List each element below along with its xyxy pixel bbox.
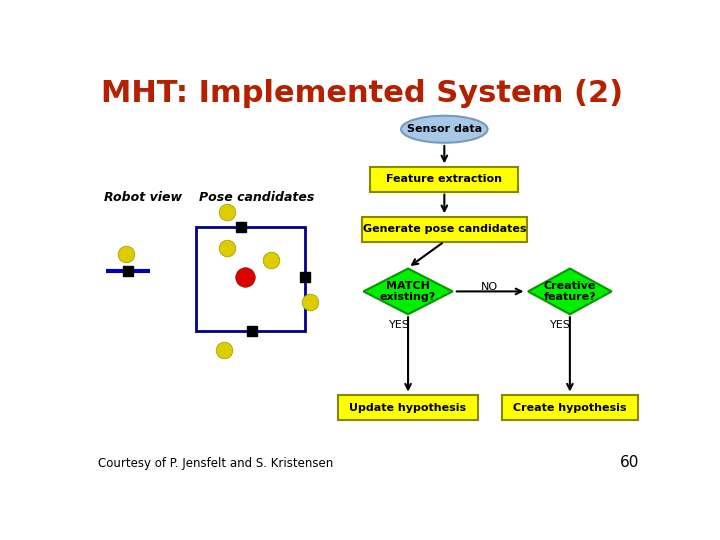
Text: 60: 60: [620, 455, 639, 470]
Bar: [362, 217, 526, 241]
Text: YES: YES: [550, 320, 571, 330]
Text: Creative
feature?: Creative feature?: [544, 281, 596, 302]
Text: Sensor data: Sensor data: [407, 124, 482, 134]
Text: MATCH
existing?: MATCH existing?: [380, 281, 436, 302]
Text: Pose candidates: Pose candidates: [199, 191, 314, 204]
Polygon shape: [528, 268, 612, 314]
Bar: [196, 227, 305, 331]
Bar: [338, 395, 478, 420]
Text: YES: YES: [390, 320, 410, 330]
Text: MHT: Implemented System (2): MHT: Implemented System (2): [101, 79, 624, 109]
Bar: [502, 395, 638, 420]
Polygon shape: [364, 268, 453, 314]
Text: Generate pose candidates: Generate pose candidates: [363, 224, 526, 234]
Bar: [370, 167, 518, 192]
Text: Courtesy of P. Jensfelt and S. Kristensen: Courtesy of P. Jensfelt and S. Kristense…: [99, 457, 333, 470]
Text: Feature extraction: Feature extraction: [387, 174, 503, 184]
Text: Update hypothesis: Update hypothesis: [349, 403, 467, 413]
Text: NO: NO: [481, 282, 498, 292]
Ellipse shape: [401, 116, 487, 143]
Text: Robot view: Robot view: [104, 191, 182, 204]
Text: Create hypothesis: Create hypothesis: [513, 403, 626, 413]
